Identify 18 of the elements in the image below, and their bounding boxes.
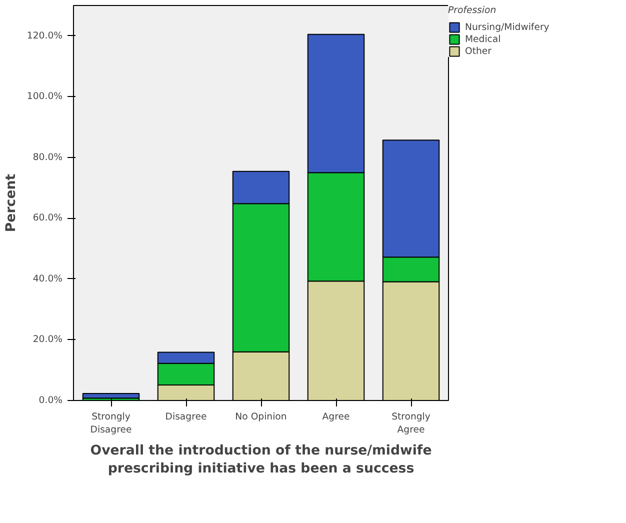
- x-tick-label: No Opinion: [235, 412, 287, 422]
- y-axis-title: Percent: [4, 173, 19, 232]
- legend-title: Profession: [448, 5, 498, 16]
- x-tick-label: Strongly Agree: [392, 412, 431, 436]
- y-tick-label: 100.0%: [26, 91, 63, 102]
- x-tick-label: Strongly Disagree: [90, 412, 132, 436]
- x-tick-label: Disagree: [165, 412, 207, 422]
- x-tick-label: Agree: [322, 412, 350, 422]
- x-axis-title: Overall the introduction of the nurse/midwife prescribing initiative has been a success: [90, 444, 432, 477]
- legend-label: Other: [465, 45, 492, 57]
- legend-label: Medical: [465, 33, 501, 45]
- y-tick-label: 0.0%: [38, 395, 63, 406]
- y-tick-label: 120.0%: [26, 30, 63, 42]
- y-tick-label: 80.0%: [32, 152, 63, 163]
- y-tick-label: 60.0%: [32, 212, 63, 224]
- legend-label: Nursing/Midwifery: [465, 21, 550, 33]
- y-tick-label: 20.0%: [32, 334, 63, 346]
- y-tick-label: 40.0%: [32, 273, 63, 284]
